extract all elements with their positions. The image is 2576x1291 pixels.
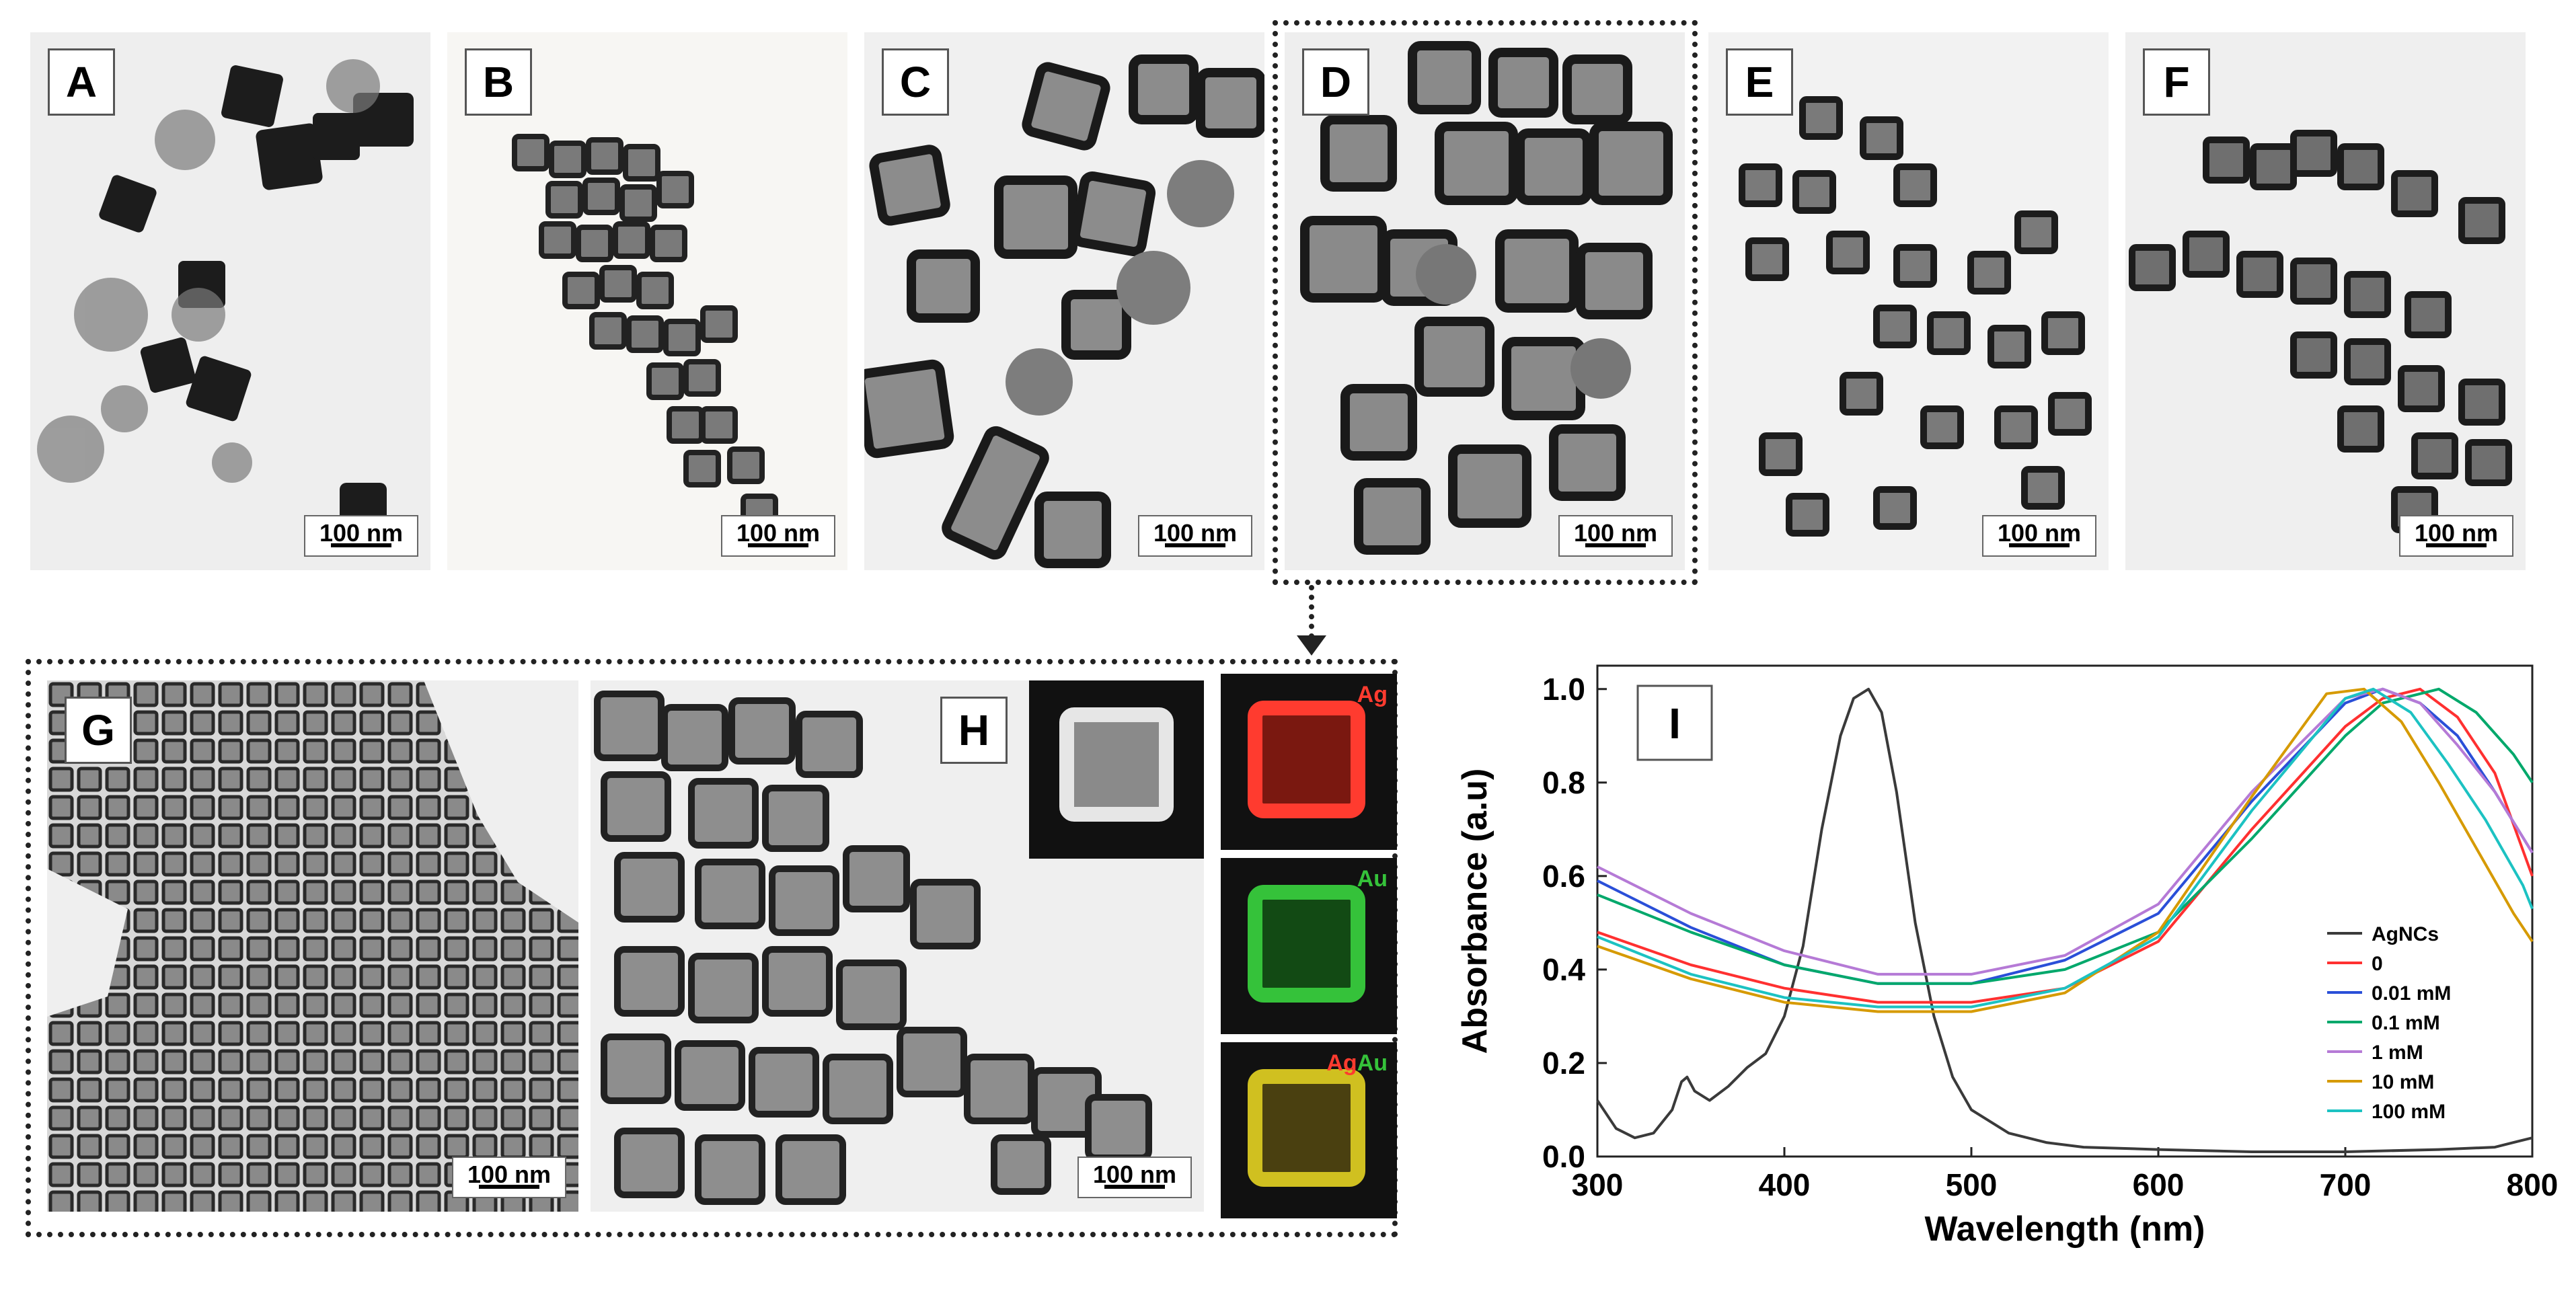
connector-line bbox=[1309, 585, 1314, 639]
legend-entry: 0.1 mM bbox=[2372, 1012, 2440, 1034]
panel-label-a: A bbox=[48, 48, 115, 116]
scale-bar-a: 100 nm bbox=[304, 515, 418, 557]
scale-bar-f: 100 nm bbox=[2399, 515, 2513, 557]
x-tick-label: 300 bbox=[1572, 1167, 1624, 1202]
panel-label-f: F bbox=[2143, 48, 2210, 116]
series-line-10-mM bbox=[1597, 687, 2534, 1013]
au-overlay-label: Au bbox=[1357, 1050, 1388, 1076]
y-tick-label: 0.8 bbox=[1542, 765, 1585, 800]
scale-bar-c: 100 nm bbox=[1138, 515, 1252, 557]
tem-image-e bbox=[1739, 96, 2092, 537]
panel-e: E 100 nm bbox=[1708, 32, 2109, 570]
series-line-AgNCs bbox=[1596, 687, 2533, 1153]
panel-label-b: B bbox=[465, 48, 532, 116]
y-axis-label: Absorbance (a.u) bbox=[1455, 769, 1494, 1054]
series-line-100-mM bbox=[1597, 687, 2534, 1009]
x-axis-label: Wavelength (nm) bbox=[1925, 1210, 2205, 1249]
panel-f: F 100 nm bbox=[2125, 32, 2526, 570]
y-tick-label: 0.2 bbox=[1542, 1046, 1585, 1081]
series-line-0.1-mM bbox=[1597, 687, 2534, 985]
panel-a: A 100 nm bbox=[30, 32, 430, 570]
highlight-box-d bbox=[1273, 20, 1698, 585]
connector-arrowhead bbox=[1297, 635, 1326, 656]
au-map: Au bbox=[1221, 858, 1397, 1034]
legend-entry: AgNCs bbox=[2372, 923, 2439, 945]
legend-entry: 0 bbox=[2372, 953, 2383, 975]
plot-frame bbox=[1596, 664, 2534, 1158]
panel-c: C 100 nm bbox=[864, 32, 1264, 570]
panel-g: G 100 nm bbox=[47, 680, 578, 1212]
agau-overlay-map: AgAu bbox=[1221, 1042, 1397, 1218]
y-tick-label: 1.0 bbox=[1542, 672, 1585, 707]
ag-map-label: Ag bbox=[1357, 682, 1388, 707]
panel-label-i-box bbox=[1636, 684, 1713, 761]
panel-label-d: D bbox=[1302, 48, 1369, 116]
ag-map: Ag bbox=[1221, 674, 1397, 850]
panel-i-chart: 300 400 500 600 700 800 0.0 0.2 0.4 0.6 0.8 1.0 Wave… bbox=[1439, 652, 2576, 1288]
scale-bar-e: 100 nm bbox=[1982, 515, 2096, 557]
tem-image-a bbox=[37, 59, 414, 523]
x-tick-label: 600 bbox=[2133, 1167, 2185, 1202]
scale-bar-g: 100 nm bbox=[452, 1157, 566, 1198]
tem-image-h bbox=[594, 691, 1152, 1205]
y-tick-label: 0.0 bbox=[1542, 1139, 1585, 1174]
x-tick-label: 400 bbox=[1759, 1167, 1811, 1202]
x-tick-label: 800 bbox=[2507, 1167, 2559, 1202]
au-map-label: Au bbox=[1357, 866, 1388, 892]
tem-image-g bbox=[47, 680, 578, 1212]
panel-label-g: G bbox=[65, 697, 132, 764]
ag-overlay-label: Ag bbox=[1326, 1050, 1357, 1076]
y-tick-label: 0.6 bbox=[1542, 859, 1585, 894]
tem-image-d bbox=[1300, 41, 1673, 555]
tem-image-c bbox=[864, 54, 1264, 568]
y-tick-label: 0.4 bbox=[1542, 952, 1585, 987]
legend-entry: 1 mM bbox=[2372, 1042, 2423, 1064]
series-line-1-mM bbox=[1597, 687, 2534, 976]
legend-entry: 100 mM bbox=[2372, 1101, 2446, 1123]
scale-bar-d: 100 nm bbox=[1558, 515, 1673, 557]
panel-label-i: I bbox=[1669, 699, 1681, 748]
tem-image-f bbox=[2129, 130, 2512, 533]
scale-bar-h: 100 nm bbox=[1077, 1157, 1192, 1198]
panel-d: D 100 nm bbox=[1285, 32, 1685, 570]
panel-b: B 100 nm bbox=[447, 32, 847, 570]
scale-bar-b: 100 nm bbox=[721, 515, 835, 557]
legend-entry: 10 mM bbox=[2372, 1071, 2434, 1093]
haadf-inset bbox=[1029, 680, 1204, 859]
panel-label-h: H bbox=[940, 697, 1008, 764]
panel-label-c: C bbox=[882, 48, 949, 116]
x-tick-label: 500 bbox=[1946, 1167, 1998, 1202]
legend-entry: 0.01 mM bbox=[2372, 982, 2451, 1005]
panel-h: H 100 nm bbox=[591, 680, 1204, 1212]
absorbance-chart: 300 400 500 600 700 800 0.0 0.2 0.4 0.6 0.8 1.0 Wave… bbox=[1455, 664, 2559, 1249]
x-tick-label: 700 bbox=[2320, 1167, 2372, 1202]
panel-label-e: E bbox=[1726, 48, 1793, 116]
